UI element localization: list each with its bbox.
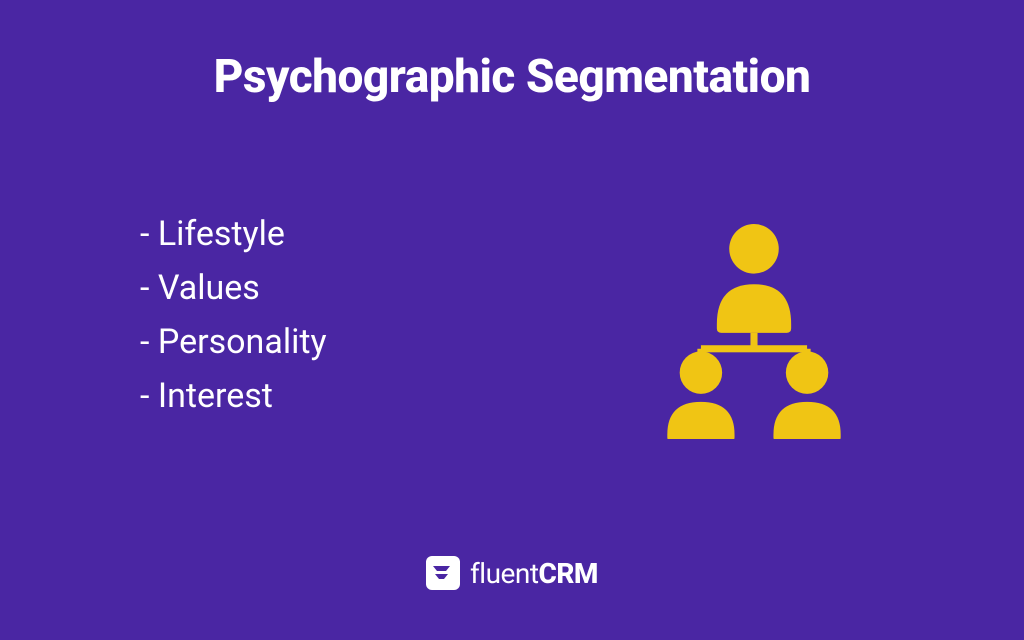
- people-hierarchy-icon: [624, 194, 884, 454]
- brand-name: fluentCRM: [470, 557, 598, 590]
- list-item-text: - Values: [140, 268, 260, 308]
- brand-footer: fluentCRM: [60, 556, 964, 600]
- list-item-text: - Interest: [140, 376, 273, 416]
- brand-logo-icon: [426, 556, 460, 590]
- bullet-list: - Lifestyle - Values - Personality - Int…: [140, 214, 327, 416]
- list-item: - Interest: [140, 376, 327, 416]
- list-item-text: - Personality: [140, 322, 327, 362]
- slide-title: Psychographic Segmentation: [60, 50, 964, 104]
- list-item: - Lifestyle: [140, 214, 327, 254]
- list-item-text: - Lifestyle: [140, 214, 285, 254]
- content-row: - Lifestyle - Values - Personality - Int…: [60, 194, 964, 556]
- brand-name-bold: CRM: [538, 557, 597, 590]
- brand-name-light: fluent: [470, 557, 538, 590]
- list-item: - Values: [140, 268, 327, 308]
- list-item: - Personality: [140, 322, 327, 362]
- slide-container: Psychographic Segmentation - Lifestyle -…: [0, 0, 1024, 640]
